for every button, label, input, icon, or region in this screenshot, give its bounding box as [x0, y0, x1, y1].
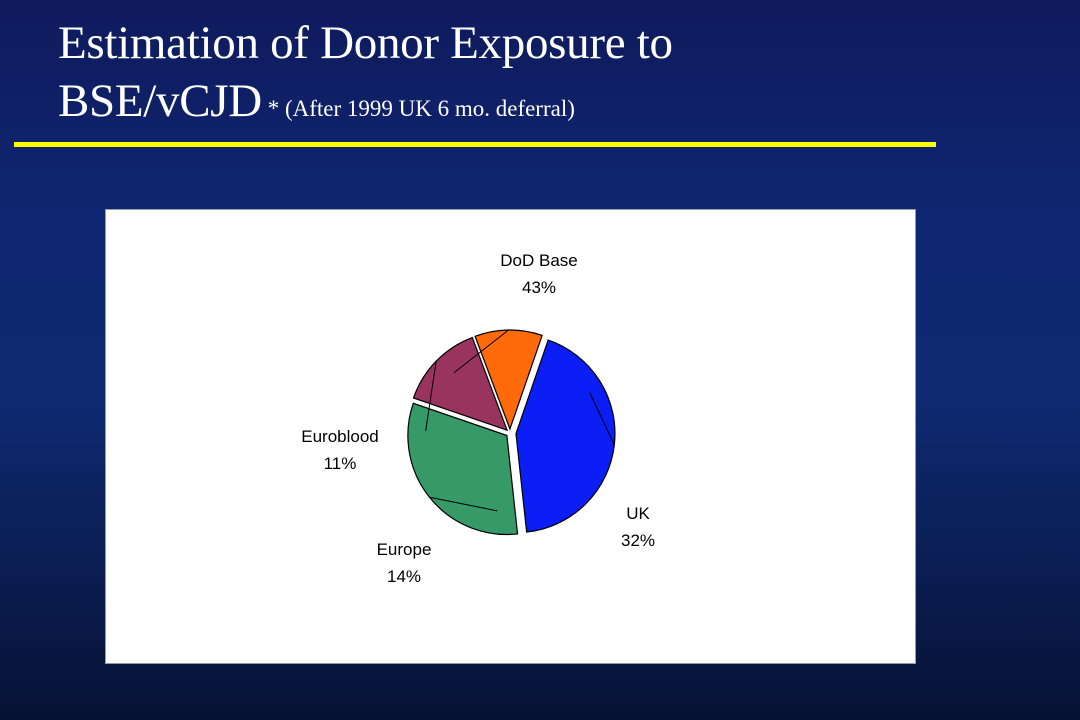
slice-label-euroblood: Euroblood: [301, 427, 379, 446]
slice-value-dod-base: 43%: [522, 278, 556, 297]
slide-title: Estimation of Donor Exposure to BSE/vCJD…: [58, 14, 673, 138]
slice-label-europe: Europe: [377, 540, 432, 559]
slice-label-dod-base: DoD Base: [500, 251, 577, 270]
leader-line-europe: [425, 361, 437, 431]
leader-line-dod-base: [589, 392, 615, 445]
slice-label-uk: UK: [626, 504, 650, 523]
title-line-1: Estimation of Donor Exposure to: [58, 17, 673, 69]
slice-value-europe: 14%: [387, 567, 421, 586]
slice-value-euroblood: 11%: [324, 454, 357, 473]
chart-panel: DoD Base 43% UK 32% Europe 14% Euroblood 11%: [105, 209, 916, 664]
slice-value-uk: 32%: [621, 531, 655, 550]
pie-chart: DoD Base 43% UK 32% Europe 14% Euroblood 11%: [301, 251, 655, 586]
leader-line-euroblood: [453, 329, 509, 374]
leader-line-uk: [429, 496, 498, 512]
title-subtitle: * (After 1999 UK 6 mo. deferral): [261, 96, 575, 121]
title-line-2: BSE/vCJD: [58, 75, 262, 127]
title-underline: [14, 142, 936, 147]
